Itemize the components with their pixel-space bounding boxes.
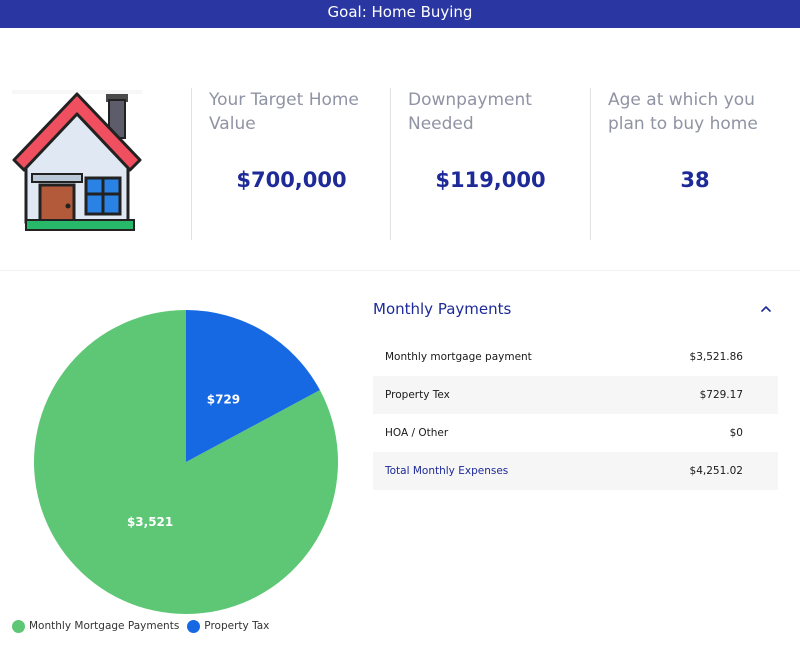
table-row: Monthly mortgage payment $3,521.86: [373, 338, 778, 376]
row-value: $3,521.86: [689, 351, 743, 363]
stat-value: $700,000: [236, 168, 347, 192]
row-label: Total Monthly Expenses: [385, 465, 509, 477]
row-value: $0: [729, 427, 743, 439]
page-title: Goal: Home Buying: [327, 3, 473, 21]
stat-downpayment-needed: Downpayment Needed $119,000: [390, 88, 590, 240]
stat-label: Downpayment Needed: [408, 90, 532, 134]
chevron-up-icon[interactable]: [756, 297, 776, 319]
pie-slice-property-tax[interactable]: [186, 310, 320, 462]
row-label: Property Tex: [385, 389, 450, 401]
stat-label: Age at which you plan to buy home: [608, 90, 758, 134]
row-label: Monthly mortgage payment: [385, 351, 532, 363]
monthly-payments-header[interactable]: Monthly Payments: [373, 296, 778, 322]
stat-value: 38: [680, 168, 710, 192]
legend-swatch: [12, 619, 25, 633]
legend-swatch: [187, 619, 201, 633]
stat-label: Your Target Home Value: [209, 90, 359, 134]
legend-label: Property Tax: [204, 620, 270, 632]
goal-summary: Your Target Home Value $700,000 Downpaym…: [0, 28, 800, 271]
table-row: Property Tex $729.17: [373, 376, 778, 414]
stat-target-home-value: Your Target Home Value $700,000: [191, 88, 391, 240]
row-value: $729.17: [699, 389, 743, 401]
top-bar: Goal: Home Buying: [0, 0, 800, 28]
monthly-payments-pie-chart: $3,521 $729: [33, 310, 338, 614]
pie-slice-mortgage[interactable]: [33, 310, 338, 614]
panel-title: Monthly Payments: [373, 300, 512, 318]
monthly-payments-table: Monthly mortgage payment $3,521.86 Prope…: [373, 338, 778, 490]
table-row: HOA / Other $0: [373, 414, 778, 452]
row-label: HOA / Other: [385, 427, 449, 439]
legend-item-mortgage[interactable]: Monthly Mortgage Payments: [12, 619, 180, 633]
row-value: $4,251.02: [689, 465, 743, 477]
pie-label-mortgage: $3,521: [127, 515, 173, 529]
chart-legend: Monthly Mortgage Payments Property Tax: [12, 617, 277, 635]
legend-label: Monthly Mortgage Payments: [29, 620, 180, 632]
stat-buying-age: Age at which you plan to buy home 38: [590, 88, 799, 240]
legend-item-property-tax[interactable]: Property Tax: [187, 619, 270, 633]
house-icon: [12, 90, 142, 231]
stat-value: $119,000: [435, 168, 546, 192]
pie-label-property-tax: $729: [207, 392, 240, 406]
table-row-total: Total Monthly Expenses $4,251.02: [373, 452, 778, 490]
